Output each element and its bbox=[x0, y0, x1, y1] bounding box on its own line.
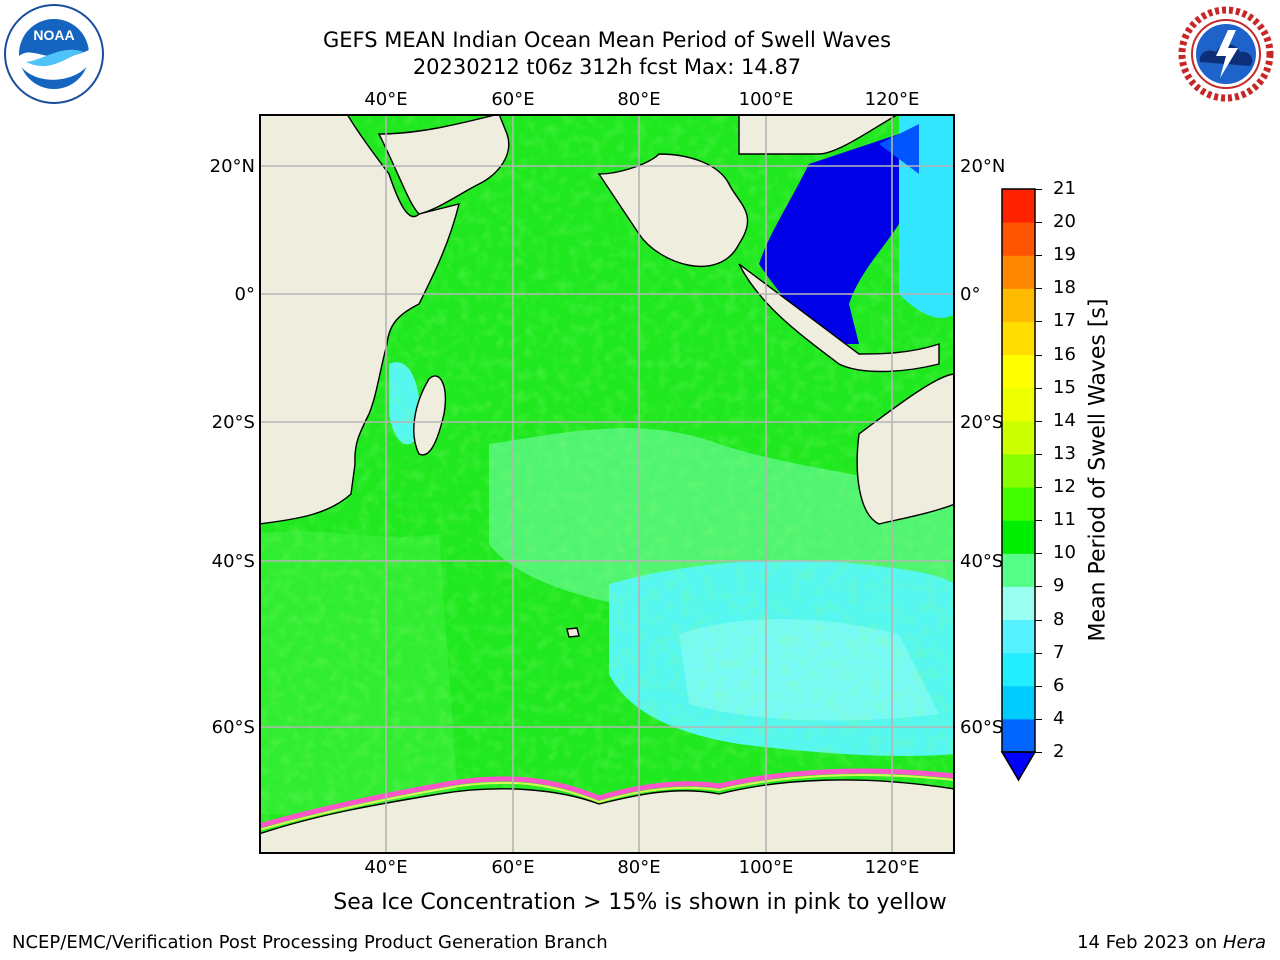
colorbar-tick-label: 4 bbox=[1053, 707, 1065, 729]
colorbar-tick-mark bbox=[1035, 586, 1042, 588]
colorbar-tick-mark bbox=[1035, 685, 1042, 687]
lat-label-left-40s: 40°S bbox=[211, 551, 255, 572]
colorbar-tick-label: 8 bbox=[1053, 608, 1065, 630]
colorbar-segment bbox=[1002, 553, 1035, 587]
colorbar bbox=[1000, 188, 1037, 782]
sea-ice-note: Sea Ice Concentration > 15% is shown in … bbox=[333, 890, 947, 915]
colorbar-tick-mark bbox=[1035, 288, 1042, 290]
colorbar-tick-label: 11 bbox=[1053, 509, 1076, 531]
colorbar-tick-label: 20 bbox=[1053, 211, 1076, 233]
colorbar-segment bbox=[1002, 387, 1035, 422]
colorbar-tick-mark bbox=[1035, 487, 1042, 489]
colorbar-tick-mark bbox=[1035, 752, 1042, 753]
sea-ice-edge bbox=[258, 768, 956, 829]
colorbar-segment bbox=[1002, 321, 1035, 356]
colorbar-segment bbox=[1002, 189, 1035, 223]
lon-label-top-40e: 40°E bbox=[364, 89, 408, 110]
footer-host: Hera bbox=[1222, 932, 1266, 953]
map-frame bbox=[259, 114, 955, 854]
lat-label-right-60s: 60°S bbox=[960, 717, 1004, 738]
colorbar-segment bbox=[1002, 222, 1035, 256]
colorbar-segment bbox=[1002, 255, 1035, 289]
chart-title: GEFS MEAN Indian Ocean Mean Period of Sw… bbox=[322, 28, 892, 52]
colorbar-segment bbox=[1002, 354, 1035, 389]
colorbar-tick-label: 7 bbox=[1053, 641, 1065, 663]
lat-label-right-20n: 20°N bbox=[960, 156, 1006, 177]
lon-label-bottom-40e: 40°E bbox=[364, 857, 408, 878]
lat-label-left-20n: 20°N bbox=[209, 156, 255, 177]
colorbar-tick-label: 19 bbox=[1053, 244, 1076, 266]
lat-label-right-0: 0° bbox=[960, 284, 981, 305]
map-canvas bbox=[258, 113, 956, 855]
lat-label-left-0: 0° bbox=[234, 284, 255, 305]
colorbar-segment bbox=[1002, 420, 1035, 455]
colorbar-tick-mark bbox=[1035, 387, 1042, 389]
lat-label-left-20s: 20°S bbox=[211, 412, 255, 433]
nws-logo bbox=[1177, 5, 1275, 103]
colorbar-tick-label: 6 bbox=[1053, 674, 1065, 696]
colorbar-tick-label: 15 bbox=[1053, 376, 1076, 398]
lon-label-top-80e: 80°E bbox=[617, 89, 661, 110]
footer-date: 14 Feb 2023 on Hera bbox=[1077, 932, 1266, 953]
colorbar-tick-label: 10 bbox=[1053, 542, 1076, 564]
colorbar-title: Mean Period of Swell Waves [s] bbox=[1085, 298, 1111, 642]
graticule bbox=[259, 114, 955, 854]
footer-credit: NCEP/EMC/Verification Post Processing Pr… bbox=[12, 932, 608, 953]
noaa-logo-text: NOAA bbox=[33, 27, 74, 43]
colorbar-segment bbox=[1002, 520, 1035, 554]
map-panel bbox=[258, 113, 956, 855]
colorbar-tick-mark bbox=[1035, 321, 1042, 323]
lon-label-top-120e: 120°E bbox=[864, 89, 920, 110]
colorbar-tick-mark bbox=[1035, 222, 1042, 224]
colorbar-tick-mark bbox=[1035, 255, 1042, 257]
colorbar-tick-mark bbox=[1035, 453, 1042, 455]
colorbar-tick-mark bbox=[1035, 420, 1042, 422]
colorbar-tick-mark bbox=[1035, 652, 1042, 654]
colorbar-tick-label: 9 bbox=[1053, 575, 1065, 597]
lon-label-bottom-120e: 120°E bbox=[864, 857, 920, 878]
lon-label-bottom-100e: 100°E bbox=[738, 857, 794, 878]
colorbar-underflow-arrow bbox=[1000, 751, 1037, 782]
colorbar-tick-label: 18 bbox=[1053, 277, 1076, 299]
colorbar-tick-label: 17 bbox=[1053, 310, 1076, 332]
colorbar-tick-label: 13 bbox=[1053, 442, 1076, 464]
colorbar-tick-mark bbox=[1035, 553, 1042, 555]
footer-date-text: 14 Feb 2023 on bbox=[1077, 932, 1223, 953]
colorbar-segment bbox=[1002, 586, 1035, 621]
colorbar-segment bbox=[1002, 718, 1035, 753]
indonesia-seas-low bbox=[759, 134, 899, 344]
colorbar-tick-label: 16 bbox=[1053, 343, 1076, 365]
lat-label-right-40s: 40°S bbox=[960, 551, 1004, 572]
lon-label-top-100e: 100°E bbox=[738, 89, 794, 110]
colorbar-segment bbox=[1002, 453, 1035, 488]
colorbar-segment bbox=[1002, 685, 1035, 720]
noaa-logo: NOAA bbox=[4, 4, 104, 104]
colorbar-tick-label: 12 bbox=[1053, 476, 1076, 498]
lon-label-top-60e: 60°E bbox=[491, 89, 535, 110]
lon-label-bottom-60e: 60°E bbox=[491, 857, 535, 878]
colorbar-tick-mark bbox=[1035, 354, 1042, 356]
land bbox=[258, 113, 956, 855]
colorbar-tick-mark bbox=[1035, 718, 1042, 720]
colorbar-tick-label: 14 bbox=[1053, 409, 1076, 431]
lon-label-bottom-80e: 80°E bbox=[617, 857, 661, 878]
colorbar-tick-label: 2 bbox=[1053, 741, 1065, 762]
colorbar-tick-mark bbox=[1035, 619, 1042, 621]
lat-label-right-20s: 20°S bbox=[960, 412, 1004, 433]
colorbar-segment bbox=[1002, 619, 1035, 654]
colorbar-segment bbox=[1002, 288, 1035, 322]
colorbar-segment bbox=[1002, 652, 1035, 687]
colorbar-tick-label: 21 bbox=[1053, 178, 1076, 199]
colorbar-tick-mark bbox=[1035, 520, 1042, 522]
colorbar-tick-mark bbox=[1035, 189, 1042, 190]
colorbar-segment bbox=[1002, 487, 1035, 521]
lat-label-left-60s: 60°S bbox=[211, 717, 255, 738]
chart-subtitle: 20230212 t06z 312h fcst Max: 14.87 bbox=[412, 55, 802, 79]
